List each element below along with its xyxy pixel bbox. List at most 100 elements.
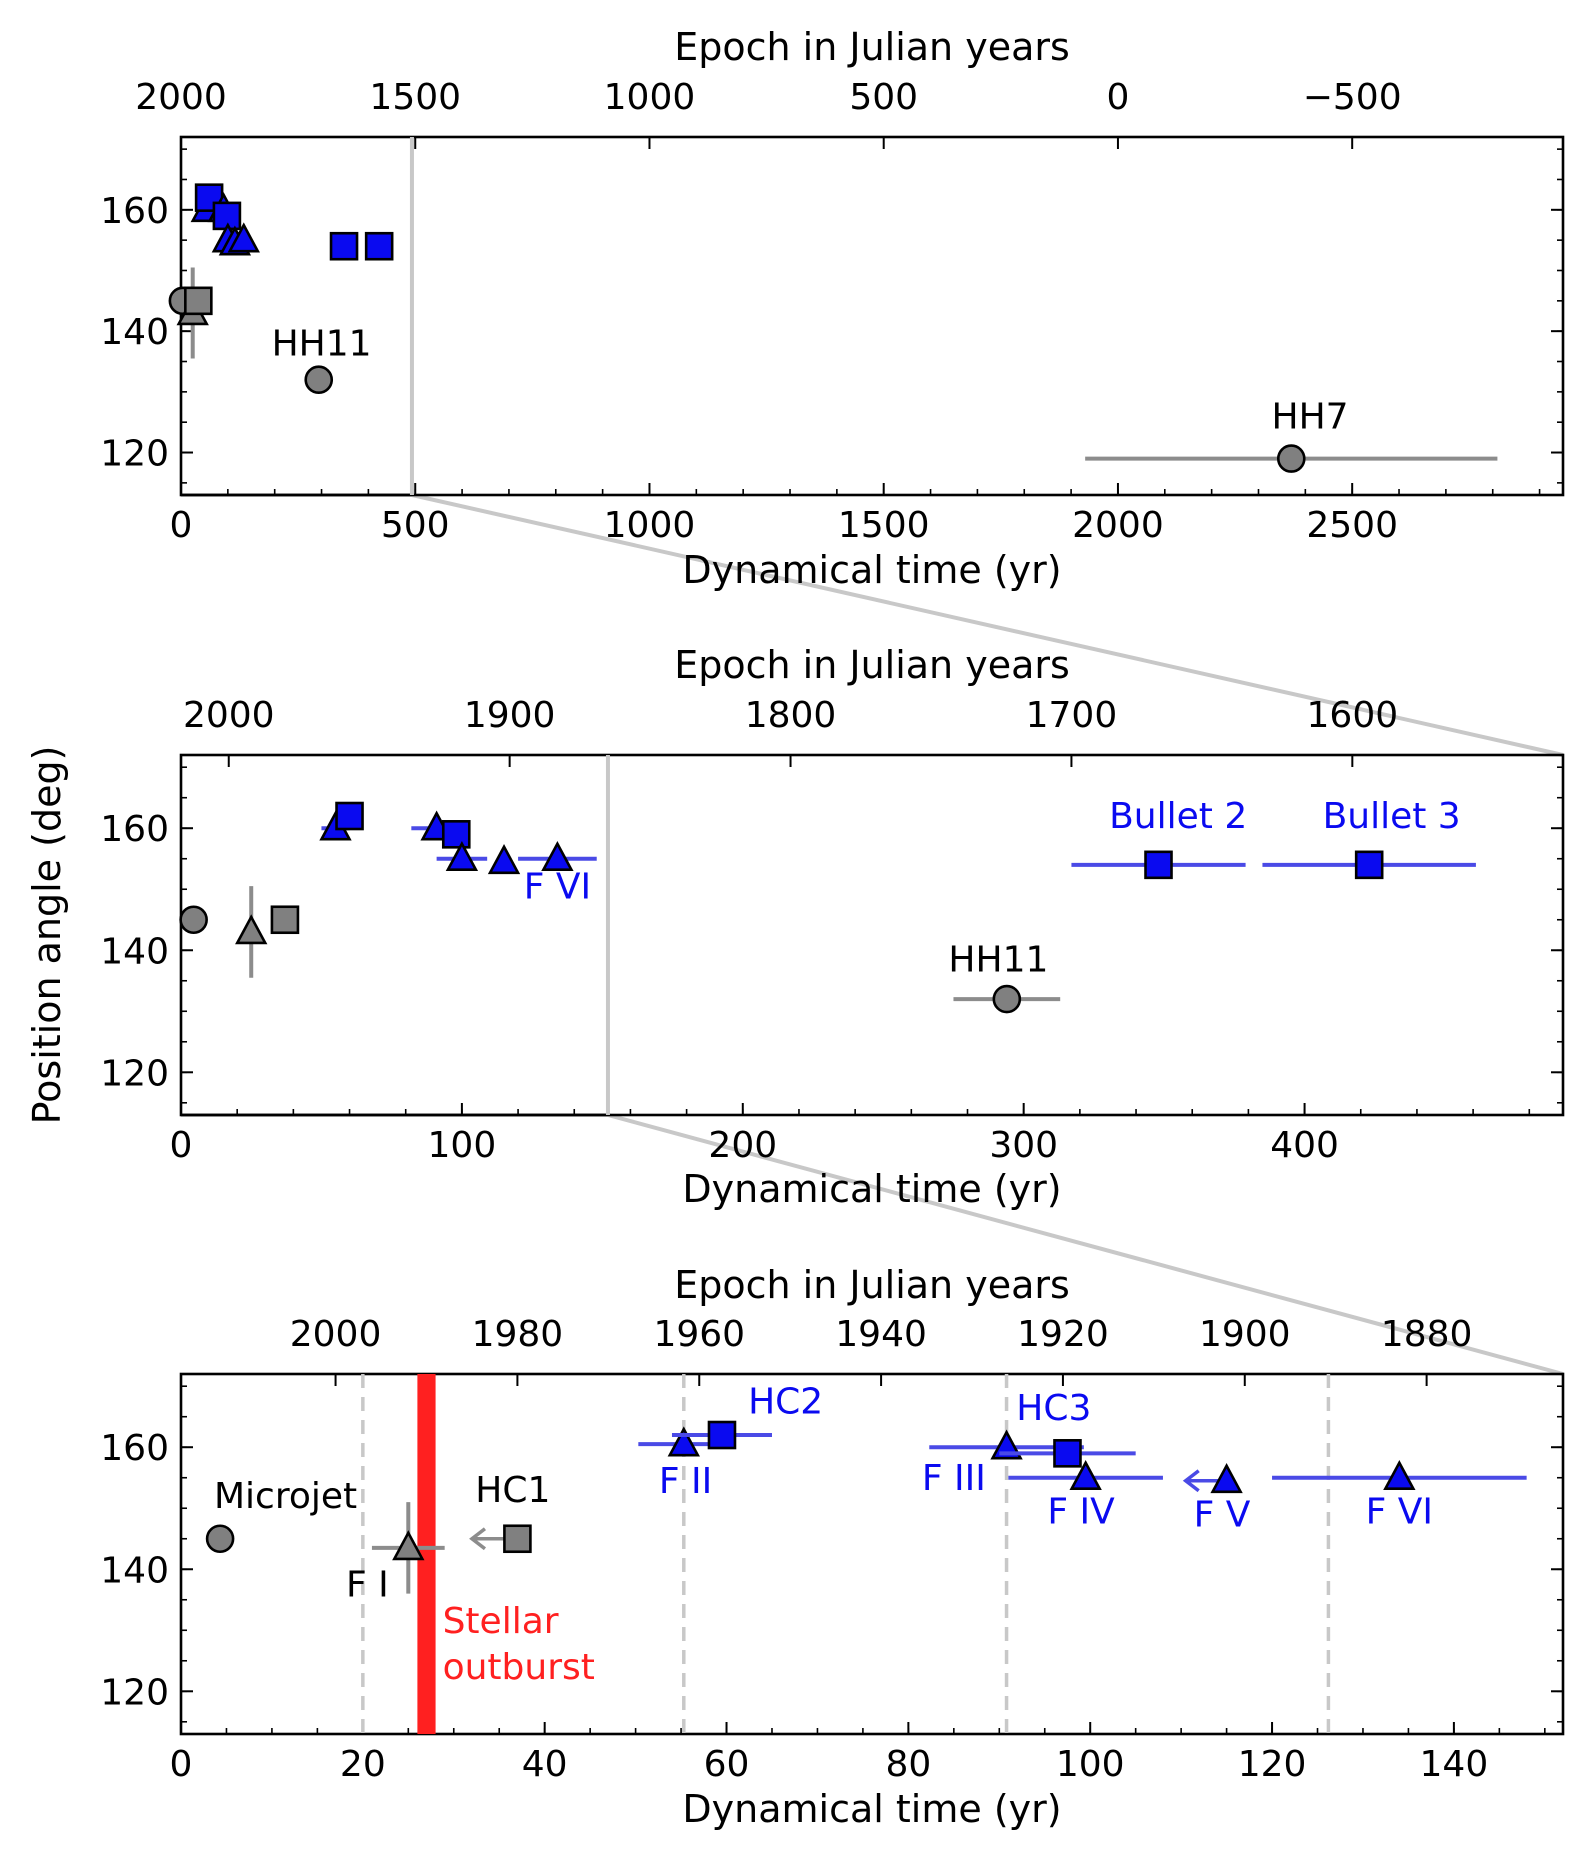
top-square-marker	[364, 231, 394, 261]
panel-top: 0 500 1000 1500 2000 2500 2000 1500 1000 500 0 −500…	[100, 25, 1565, 592]
bottom-square-marker	[503, 1524, 532, 1554]
bottom-annotation: F I	[346, 1565, 389, 1606]
middle-toptick-label: 1700	[1026, 695, 1118, 736]
middle-square-marker	[1354, 850, 1384, 880]
bottom-triangle-marker	[1383, 1459, 1416, 1491]
middle-marks	[179, 801, 1476, 1014]
bottom-toptick-label: 1900	[1199, 1314, 1291, 1355]
bottom-triangle-marker	[392, 1530, 425, 1561]
bottom-stellar-outburst-band	[417, 1374, 436, 1734]
top-toptick-label: 1500	[369, 77, 461, 118]
top-xtick-label: 2500	[1306, 505, 1398, 546]
middle-circle-marker	[992, 984, 1022, 1014]
bottom-outburst-label: Stellar	[443, 1601, 559, 1642]
connector-middle-to-bottom	[607, 1113, 1564, 1376]
connector-top-to-middle	[411, 493, 1564, 757]
middle-square-marker	[335, 801, 364, 831]
bottom-xtick-label: 100	[1056, 1744, 1125, 1785]
top-square-marker	[329, 231, 359, 261]
top-xtick-label: 1500	[838, 505, 930, 546]
bottom-annotation: HC3	[1016, 1388, 1091, 1429]
middle-annotation: Bullet 2	[1109, 796, 1247, 837]
top-xtick-label: 2000	[1072, 505, 1164, 546]
bottom-toptick-label: 1880	[1381, 1314, 1473, 1355]
bottom-square-marker	[707, 1420, 737, 1450]
middle-ticks: 0 100 200 300 400 2000 1900 1800 1700 1600 120 140 1…	[100, 695, 1563, 1166]
top-ticks: 0 500 1000 1500 2000 2500 2000 1500 1000 500 0 −500…	[100, 77, 1563, 546]
middle-triangle-marker	[487, 844, 521, 875]
middle-square-marker	[441, 820, 471, 849]
middle-xtick-label: 0	[170, 1125, 193, 1166]
top-xtick-label: 500	[381, 505, 450, 546]
panel-bottom: 0 20 40 60 80 100 120 140 2000 1980 1960 1940 1920 19…	[100, 1263, 1565, 1831]
bottom-xtick-label: 20	[340, 1744, 386, 1785]
bottom-triangle-marker	[667, 1426, 700, 1457]
middle-triangle-marker	[235, 914, 268, 945]
middle-annotations: Bullet 2 Bullet 3 F VI HH11	[524, 796, 1461, 980]
bottom-circle-marker	[205, 1524, 235, 1554]
middle-xtick-label: 400	[1270, 1125, 1339, 1166]
middle-top-xlabel: Epoch in Julian years	[674, 643, 1070, 687]
y-axis-label: Position angle (deg)	[25, 746, 69, 1125]
bottom-xtick-label: 120	[1238, 1744, 1307, 1785]
bottom-triangle-marker	[1210, 1463, 1243, 1494]
top-annotation: HH11	[272, 323, 372, 364]
top-toptick-label: 0	[1106, 77, 1129, 118]
middle-annotation: HH11	[948, 940, 1048, 981]
bottom-triangle-marker	[1069, 1459, 1102, 1491]
bottom-xlabel: Dynamical time (yr)	[682, 1787, 1061, 1831]
middle-square-marker	[1144, 850, 1173, 880]
bottom-annotations: Stellar outburst Microjet F I HC1 HC2 F II HC3 F…	[214, 1382, 1433, 1688]
bottom-toptick-label: 2000	[290, 1314, 382, 1355]
top-toptick-label: 1000	[604, 77, 696, 118]
bottom-annotation: Microjet	[214, 1476, 357, 1517]
top-top-xlabel: Epoch in Julian years	[674, 25, 1070, 69]
top-xtick-label: 1000	[604, 505, 696, 546]
top-ytick-label: 160	[100, 191, 169, 232]
middle-ytick-label: 120	[100, 1053, 169, 1094]
top-toptick-label: 2000	[135, 77, 227, 118]
bottom-toptick-label: 1940	[835, 1314, 927, 1355]
middle-triangle-marker	[541, 840, 574, 872]
bottom-arrow-head	[1182, 1469, 1200, 1493]
middle-annotation: F VI	[524, 866, 591, 907]
top-triangle-marker	[227, 222, 260, 253]
bottom-top-xlabel: Epoch in Julian years	[674, 1263, 1070, 1307]
top-circle-marker	[304, 365, 334, 395]
middle-ytick-label: 160	[100, 809, 169, 850]
bottom-outburst-label: outburst	[443, 1647, 595, 1688]
bottom-square-marker	[1053, 1439, 1082, 1468]
middle-toptick-label: 2000	[183, 695, 275, 736]
bottom-arrow-head	[469, 1527, 487, 1551]
bottom-annotation: F VI	[1366, 1491, 1433, 1532]
bottom-ticks: 0 20 40 60 80 100 120 140 2000 1980 1960 1940 1920 19…	[100, 1314, 1563, 1785]
middle-toptick-label: 1600	[1307, 695, 1399, 736]
top-circle-marker	[1276, 444, 1306, 473]
top-toptick-label: −500	[1303, 77, 1402, 118]
bottom-marks	[205, 1420, 1527, 1594]
bottom-toptick-label: 1920	[1017, 1314, 1109, 1355]
middle-xtick-label: 100	[428, 1125, 497, 1166]
middle-toptick-label: 1800	[745, 695, 837, 736]
bottom-xtick-label: 60	[704, 1744, 750, 1785]
top-ytick-label: 120	[100, 434, 169, 475]
middle-toptick-label: 1900	[464, 695, 556, 736]
middle-ytick-label: 140	[100, 931, 169, 972]
bottom-ytick-label: 140	[100, 1550, 169, 1591]
bottom-toptick-label: 1980	[472, 1314, 564, 1355]
middle-square-marker	[270, 905, 300, 935]
panel-middle: 0 100 200 300 400 2000 1900 1800 1700 1600 120 140 1…	[100, 643, 1565, 1211]
bottom-ytick-label: 160	[100, 1428, 169, 1469]
middle-xlabel: Dynamical time (yr)	[682, 1167, 1061, 1211]
zoom-connectors	[181, 493, 1564, 1376]
top-xtick-label: 0	[170, 505, 193, 546]
top-annotations: HH11 HH7	[272, 323, 1349, 437]
bottom-ytick-label: 120	[100, 1672, 169, 1713]
middle-xtick-label: 300	[989, 1125, 1058, 1166]
bottom-annotation: F IV	[1047, 1491, 1115, 1532]
top-xlabel: Dynamical time (yr)	[682, 548, 1061, 592]
bottom-xtick-label: 80	[885, 1744, 931, 1785]
top-marks	[168, 183, 1498, 473]
top-toptick-label: 500	[849, 77, 918, 118]
